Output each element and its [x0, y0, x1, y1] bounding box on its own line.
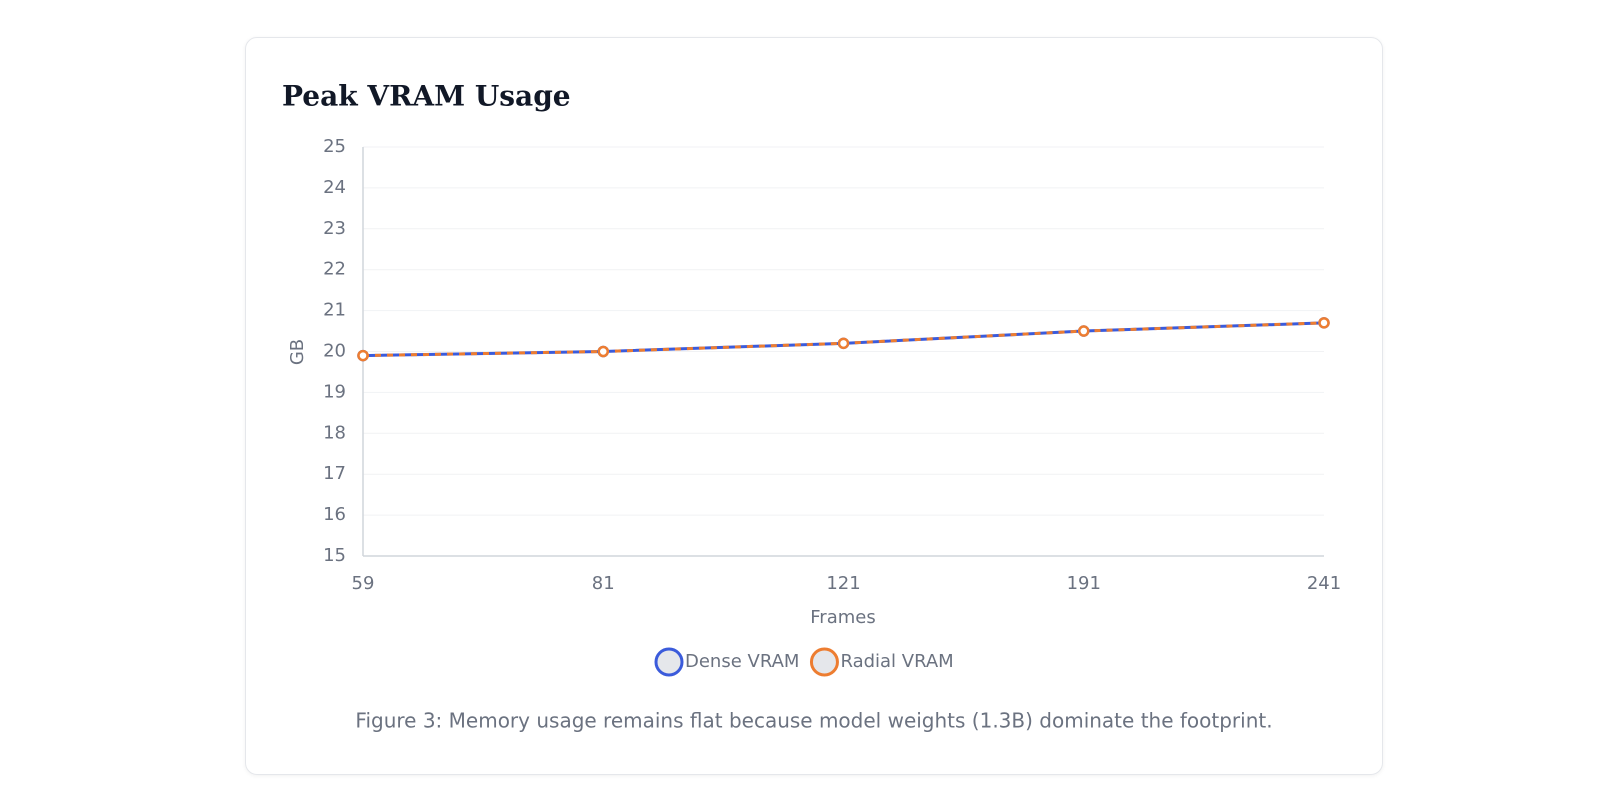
- x-tick-label: 191: [1067, 573, 1101, 594]
- y-tick-label: 16: [323, 504, 346, 525]
- y-tick-label: 17: [323, 463, 346, 484]
- legend-label: Radial VRAM: [840, 651, 953, 672]
- y-tick-label: 25: [323, 136, 346, 157]
- y-tick-label: 22: [323, 259, 346, 280]
- data-point: [1078, 325, 1090, 337]
- caption: Figure 3: Memory usage remains flat beca…: [355, 709, 1272, 733]
- y-tick-label: 24: [323, 177, 346, 198]
- chart-title: Peak VRAM Usage: [282, 80, 571, 113]
- x-tick-label: 241: [1307, 573, 1341, 594]
- data-point: [1318, 317, 1330, 329]
- legend-label: Dense VRAM: [685, 651, 799, 672]
- data-point: [837, 337, 850, 350]
- legend-marker: [809, 647, 839, 677]
- y-tick-label: 21: [323, 300, 346, 321]
- x-tick-label: 81: [592, 573, 615, 594]
- chart-card: [245, 37, 1383, 775]
- y-tick-label: 15: [323, 545, 346, 566]
- data-point: [357, 349, 369, 362]
- y-axis-label: GB: [287, 339, 308, 365]
- y-tick-label: 20: [323, 341, 346, 362]
- x-tick-label: 59: [352, 573, 375, 594]
- y-tick-label: 23: [323, 218, 346, 239]
- y-tick-label: 18: [323, 422, 346, 443]
- x-axis-label: Frames: [810, 607, 875, 628]
- data-point: [597, 345, 609, 358]
- x-tick-label: 121: [826, 573, 860, 594]
- legend-marker: [654, 647, 684, 677]
- y-tick-label: 19: [323, 381, 346, 402]
